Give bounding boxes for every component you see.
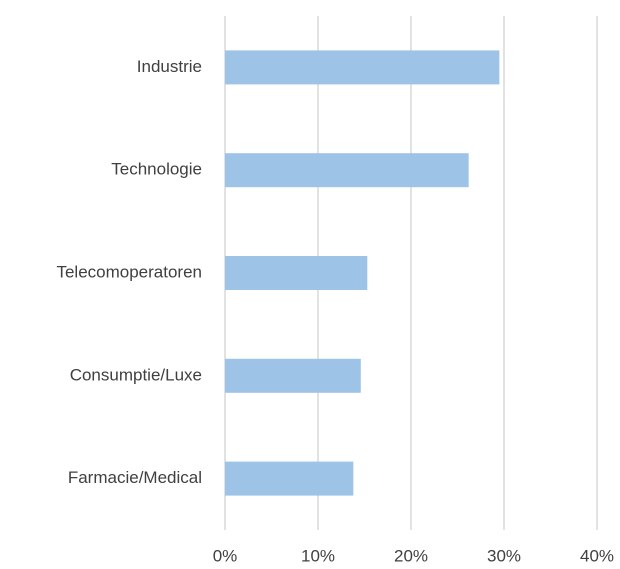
- y-tick-label: Telecomoperatoren: [56, 262, 202, 281]
- bar: [225, 358, 361, 393]
- x-tick-label: 40%: [580, 546, 614, 565]
- y-tick-label: Technologie: [111, 160, 202, 179]
- x-tick-label: 20%: [394, 546, 428, 565]
- x-tick-label: 10%: [301, 546, 335, 565]
- bar: [225, 256, 368, 290]
- x-tick-label: 30%: [487, 546, 521, 565]
- y-tick-label: Farmacie/Medical: [68, 468, 202, 487]
- bar: [225, 461, 354, 496]
- bar: [225, 50, 500, 85]
- x-tick-label: 0%: [213, 546, 238, 565]
- bar: [225, 153, 469, 188]
- y-tick-label: Industrie: [137, 57, 202, 76]
- y-tick-label: Consumptie/Luxe: [70, 365, 202, 384]
